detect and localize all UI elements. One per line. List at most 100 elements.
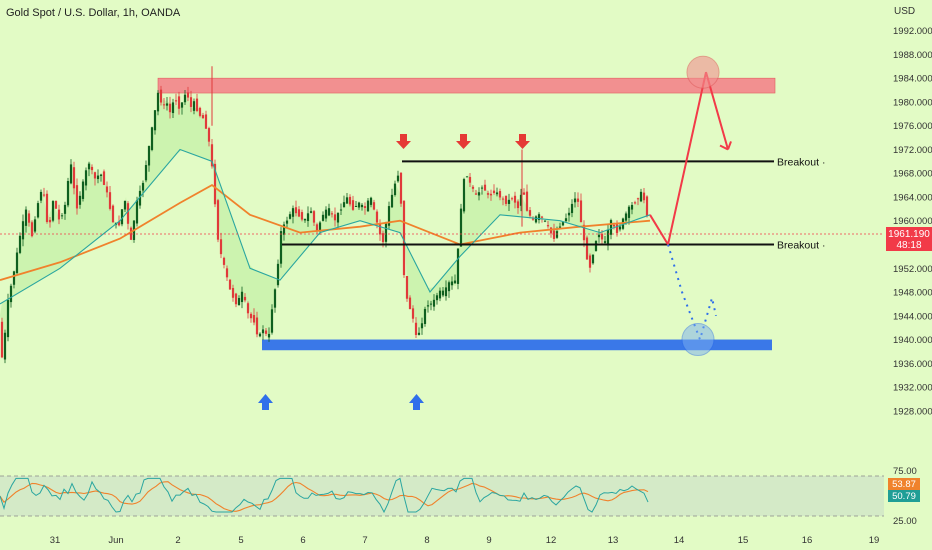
candle-body — [81, 181, 85, 199]
candle-body — [468, 176, 472, 183]
candle-body — [204, 114, 208, 129]
candle-body — [429, 303, 433, 305]
price-tick-label: 1936.000 — [893, 359, 932, 370]
rsi-ma-value-tag: 50.79 — [892, 491, 916, 502]
candle-body — [285, 220, 289, 224]
projection-arrowhead — [719, 141, 732, 151]
candle-body — [357, 202, 361, 208]
candle-body — [27, 213, 31, 223]
candle-body — [30, 222, 34, 237]
candle-body — [72, 167, 76, 189]
time-tick-label: 5 — [238, 535, 243, 546]
candle-body — [156, 92, 160, 112]
candle-body — [0, 321, 4, 358]
candle-body — [549, 227, 553, 234]
candle-body — [513, 195, 517, 203]
candle-body — [282, 224, 286, 235]
candle-body — [66, 180, 70, 206]
price-tick-label: 1992.000 — [893, 26, 932, 37]
candle-body — [624, 213, 628, 221]
candle-body — [150, 127, 154, 150]
candle-body — [144, 165, 148, 181]
time-tick-label: 19 — [869, 535, 880, 546]
candle-body — [441, 290, 445, 296]
candle-body — [180, 102, 184, 108]
candle-body — [564, 218, 568, 222]
time-axis[interactable]: 31 Jun 2 5 6 7 8 9 12 13 14 15 16 19 — [50, 535, 880, 546]
candle-body — [450, 281, 454, 286]
candle-body — [402, 200, 406, 276]
candle-body — [45, 193, 49, 223]
chart-title: Gold Spot / U.S. Dollar, 1h, OANDA — [6, 7, 181, 19]
rsi-tick-75: 75.00 — [893, 466, 917, 477]
candle-body — [507, 199, 511, 204]
candle-body — [486, 193, 490, 195]
price-tick-label: 1988.000 — [893, 50, 932, 61]
candle-body — [186, 92, 190, 98]
candle-body — [528, 210, 532, 216]
candle-body — [516, 201, 520, 209]
candle-body — [237, 298, 241, 306]
candle-body — [543, 220, 547, 222]
candle-body — [588, 255, 592, 268]
up-arrow-icon — [258, 394, 273, 410]
time-tick-label: 9 — [486, 535, 491, 546]
candle-body — [339, 209, 343, 211]
candle-body — [63, 204, 67, 214]
candle-body — [546, 225, 550, 227]
candle-body — [123, 200, 127, 210]
candle-body — [570, 203, 574, 214]
candle-body — [87, 163, 91, 170]
candle-body — [306, 213, 310, 222]
rsi-band — [0, 476, 884, 516]
candle-body — [228, 279, 232, 290]
candle-body — [177, 96, 181, 109]
candle-body — [432, 299, 436, 307]
time-tick-label: Jun — [108, 535, 123, 546]
candle-body — [36, 203, 40, 218]
time-tick-label: 15 — [738, 535, 749, 546]
candle-body — [111, 205, 115, 223]
candle-body — [138, 190, 142, 206]
candle-body — [594, 241, 598, 251]
candle-body — [567, 212, 571, 216]
candle-body — [519, 194, 523, 206]
price-tick-label: 1948.000 — [893, 288, 932, 299]
candle-body — [330, 213, 334, 215]
candle-body — [480, 187, 484, 189]
candle-body — [210, 144, 214, 167]
projection-up-line — [649, 71, 729, 248]
candle-body — [618, 226, 622, 230]
candle-body — [294, 207, 298, 214]
candle-body — [243, 296, 247, 301]
candle-body — [240, 291, 244, 303]
candle-body — [84, 170, 88, 186]
price-tick-label: 1964.000 — [893, 192, 932, 203]
candle-body — [369, 197, 373, 205]
candle-body — [642, 192, 646, 201]
price-tick-label: 1972.000 — [893, 145, 932, 156]
candle-body — [231, 288, 235, 298]
candle-body — [630, 204, 634, 210]
candle-body — [459, 208, 463, 247]
candle-body — [324, 209, 328, 219]
candle-body — [387, 206, 391, 226]
candle-body — [384, 223, 388, 242]
candle-body — [24, 209, 28, 226]
candle-body — [168, 103, 172, 113]
bar-countdown: 48:18 — [896, 240, 921, 251]
candle-body — [501, 198, 505, 200]
candle-body — [639, 191, 643, 202]
candle-body — [390, 194, 394, 208]
candle-body — [438, 290, 442, 299]
breakout-lower-label: Breakout · — [777, 240, 825, 252]
candle-body — [537, 214, 541, 221]
candle-body — [54, 200, 58, 209]
candle-body — [255, 317, 259, 335]
candle-body — [39, 191, 43, 201]
current-price-tag: 1961.190 48:18 — [886, 227, 932, 251]
candle-body — [33, 219, 37, 232]
candle-body — [6, 299, 10, 338]
blue-arrow-markers — [258, 394, 424, 410]
